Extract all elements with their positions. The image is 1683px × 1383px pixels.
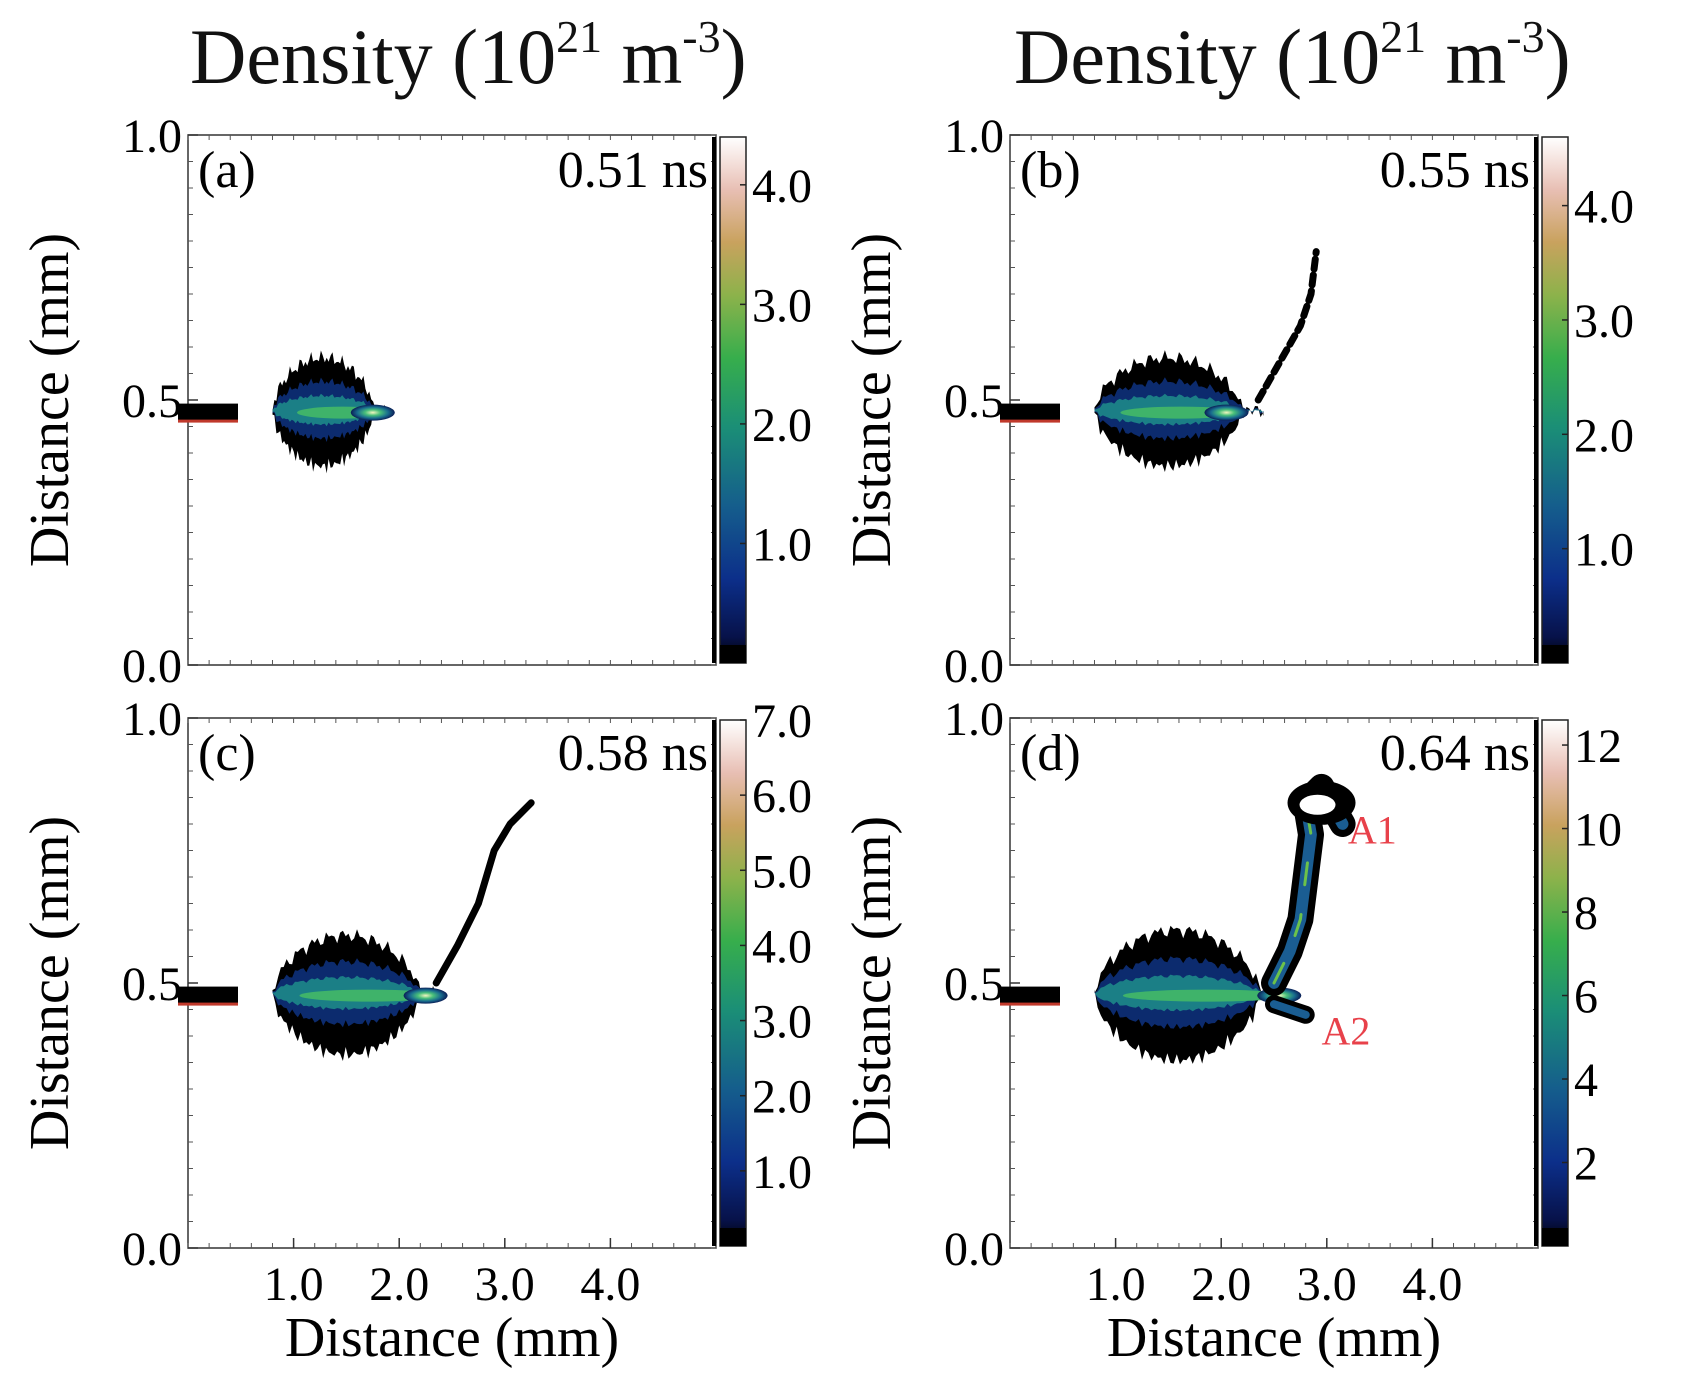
colorbar-tick-label: 7.0 — [752, 695, 812, 748]
x-tick-label: 2.0 — [1191, 1258, 1251, 1311]
y-tick-label: 0.0 — [122, 1223, 182, 1276]
panel-label: (b) — [1020, 142, 1081, 199]
y-tick-label: 1.0 — [944, 693, 1004, 746]
plasma-peak — [403, 987, 448, 1004]
y-tick-label: 0.5 — [122, 375, 182, 428]
y-axis-label: Distance (mm) — [19, 816, 81, 1150]
target-bar — [178, 986, 238, 1005]
target-bar-edge — [1000, 419, 1060, 423]
time-label: 0.55 ns — [1380, 142, 1530, 199]
colorbar-tick-label: 5.0 — [752, 845, 812, 898]
panel-label: (d) — [1020, 725, 1081, 782]
colorbar-rule — [712, 137, 716, 663]
x-tick-label: 1.0 — [1086, 1258, 1146, 1311]
filament — [1254, 248, 1320, 404]
panel-label: (c) — [198, 725, 256, 782]
y-tick-label: 1.0 — [122, 110, 182, 163]
colorbar — [1541, 719, 1569, 1247]
y-tick-label: 0.5 — [944, 958, 1004, 1011]
panel-a: (a) 0.51 ns 0.0 0.5 1.0 Distance (mm) 1.0 2.0 3.… — [19, 110, 812, 693]
annotation-a2: A2 — [1322, 1009, 1371, 1054]
panel-label: (a) — [198, 142, 256, 199]
y-tick-label: 0.0 — [122, 640, 182, 693]
x-axis-label: Distance (mm) — [285, 1307, 619, 1369]
colorbar-tick-label: 2.0 — [752, 399, 812, 452]
filament — [432, 799, 535, 987]
colorbar-tick-label: 4.0 — [752, 920, 812, 973]
plot-frame — [1009, 134, 1539, 666]
plasma-core-streak — [1122, 989, 1291, 1002]
colorbar-rule — [712, 720, 716, 1246]
time-label: 0.58 ns — [558, 725, 708, 782]
colorbar-floor — [1542, 1228, 1568, 1246]
y-tick-label: 0.5 — [122, 958, 182, 1011]
x-tick-label: 4.0 — [580, 1258, 640, 1311]
target-bar — [1000, 403, 1060, 422]
plasma-peak — [350, 404, 395, 421]
y-axis-label: Distance (mm) — [841, 233, 903, 567]
colorbar-tick-label: 3.0 — [752, 996, 812, 1049]
x-tick-label: 3.0 — [1297, 1258, 1357, 1311]
colorbar-tick-label: 3.0 — [1574, 295, 1634, 348]
colorbar-rule — [1534, 720, 1538, 1246]
colorbar-floor — [720, 645, 746, 663]
panel-b: (b) 0.55 ns 0.0 0.5 1.0 Distance (mm) 1.0 2.0 3.… — [841, 110, 1634, 693]
plasma-core-streak — [299, 989, 439, 1002]
y-tick-label: 0.5 — [944, 375, 1004, 428]
colorbar-tick-label: 4.0 — [1574, 181, 1634, 234]
target-bar-edge — [1000, 1002, 1060, 1006]
target-bar-edge — [178, 419, 238, 423]
colorbar-tick-label: 4.0 — [752, 160, 812, 213]
plot-frame — [187, 717, 717, 1249]
y-tick-label: 1.0 — [122, 693, 182, 746]
colorbar-tick-label: 2.0 — [1574, 409, 1634, 462]
y-axis-label: Distance (mm) — [19, 233, 81, 567]
plasma-peak — [1204, 404, 1249, 421]
colorbar — [1541, 136, 1569, 664]
time-label: 0.64 ns — [1380, 725, 1530, 782]
a1-hollow — [1299, 794, 1336, 815]
target-bar-edge — [178, 1002, 238, 1006]
colorbar-floor — [720, 1228, 746, 1246]
colorbar-floor — [1542, 645, 1568, 663]
target-bar — [1000, 986, 1060, 1005]
x-tick-label: 2.0 — [369, 1258, 429, 1311]
colorbar — [719, 719, 747, 1247]
x-axis-label: Distance (mm) — [1107, 1307, 1441, 1369]
colorbar-tick-label: 4 — [1574, 1054, 1598, 1107]
colorbar-tick-label: 6.0 — [752, 770, 812, 823]
annotation-a1: A1 — [1348, 807, 1397, 852]
x-tick-label: 1.0 — [264, 1258, 324, 1311]
plot-frame — [187, 134, 717, 666]
colorbar-tick-label: 1.0 — [752, 518, 812, 571]
x-tick-label: 3.0 — [475, 1258, 535, 1311]
time-label: 0.51 ns — [558, 142, 708, 199]
target-bar — [178, 403, 238, 422]
column-title-left: Density (1021 m-3) — [190, 11, 747, 100]
colorbar-tick-label: 6 — [1574, 971, 1598, 1024]
colorbar-rule — [1534, 137, 1538, 663]
colorbar — [719, 136, 747, 664]
y-tick-label: 1.0 — [944, 110, 1004, 163]
colorbar-tick-label: 2.0 — [752, 1071, 812, 1124]
colorbar-tick-label: 1.0 — [752, 1146, 812, 1199]
colorbar-tick-label: 2 — [1574, 1138, 1598, 1191]
x-tick-label: 4.0 — [1402, 1258, 1462, 1311]
y-tick-label: 0.0 — [944, 1223, 1004, 1276]
filament-core — [1269, 1000, 1310, 1019]
colorbar-tick-label: 1.0 — [1574, 524, 1634, 577]
y-tick-label: 0.0 — [944, 640, 1004, 693]
colorbar-tick-label: 10 — [1574, 804, 1622, 857]
colorbar-tick-label: 3.0 — [752, 279, 812, 332]
y-axis-label: Distance (mm) — [841, 816, 903, 1150]
column-title-right: Density (1021 m-3) — [1014, 11, 1571, 100]
colorbar-tick-label: 8 — [1574, 887, 1598, 940]
colorbar-tick-label: 12 — [1574, 720, 1622, 773]
